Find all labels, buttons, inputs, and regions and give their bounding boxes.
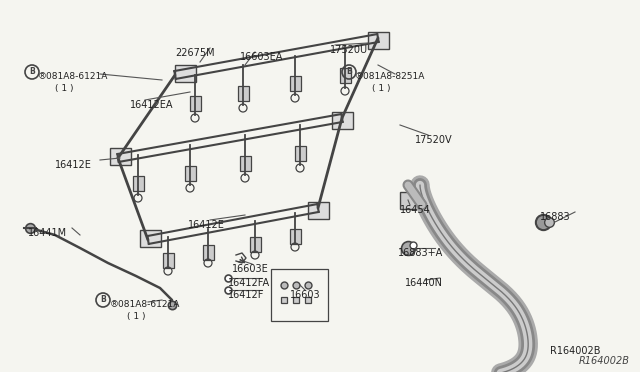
FancyBboxPatch shape	[367, 32, 388, 48]
Text: ®081A8-8251A: ®081A8-8251A	[355, 72, 426, 81]
FancyBboxPatch shape	[184, 166, 195, 180]
FancyBboxPatch shape	[202, 245, 214, 260]
Text: 16412FA: 16412FA	[228, 278, 270, 288]
Text: 16603: 16603	[290, 290, 321, 300]
FancyBboxPatch shape	[140, 230, 161, 247]
Text: ®081A8-6121A: ®081A8-6121A	[38, 72, 108, 81]
FancyBboxPatch shape	[294, 145, 305, 160]
Text: 16412E: 16412E	[55, 160, 92, 170]
FancyBboxPatch shape	[289, 76, 301, 91]
Text: 16412F: 16412F	[228, 290, 264, 300]
Text: 16603E: 16603E	[232, 264, 269, 274]
Text: R164002B: R164002B	[579, 356, 630, 366]
Text: ( 1 ): ( 1 )	[372, 84, 390, 93]
Text: ®081A8-6121A: ®081A8-6121A	[110, 300, 180, 309]
FancyBboxPatch shape	[132, 176, 143, 190]
FancyBboxPatch shape	[239, 155, 250, 170]
Text: B: B	[346, 67, 352, 77]
FancyBboxPatch shape	[163, 253, 173, 268]
Text: 16603EA: 16603EA	[240, 52, 284, 62]
FancyBboxPatch shape	[289, 229, 301, 244]
Text: ( 1 ): ( 1 )	[55, 84, 74, 93]
Text: B: B	[100, 295, 106, 305]
Text: 16454: 16454	[400, 205, 431, 215]
Text: 16441M: 16441M	[28, 228, 67, 238]
Text: 17520U: 17520U	[330, 45, 368, 55]
FancyBboxPatch shape	[332, 112, 353, 128]
FancyBboxPatch shape	[250, 237, 260, 252]
Text: 17520V: 17520V	[415, 135, 452, 145]
FancyBboxPatch shape	[237, 86, 248, 100]
Text: 22675M: 22675M	[175, 48, 214, 58]
FancyBboxPatch shape	[307, 202, 328, 218]
Text: 16883: 16883	[540, 212, 571, 222]
FancyBboxPatch shape	[175, 64, 195, 81]
FancyBboxPatch shape	[189, 96, 200, 110]
Text: 16412EA: 16412EA	[130, 100, 173, 110]
Text: R164002B: R164002B	[550, 346, 600, 356]
FancyBboxPatch shape	[399, 192, 422, 208]
Text: 16440N: 16440N	[405, 278, 443, 288]
Text: 16412E: 16412E	[188, 220, 225, 230]
Text: 16883+A: 16883+A	[398, 248, 444, 258]
FancyBboxPatch shape	[339, 67, 351, 83]
FancyBboxPatch shape	[109, 148, 131, 164]
Text: B: B	[29, 67, 35, 77]
Text: ( 1 ): ( 1 )	[127, 312, 145, 321]
